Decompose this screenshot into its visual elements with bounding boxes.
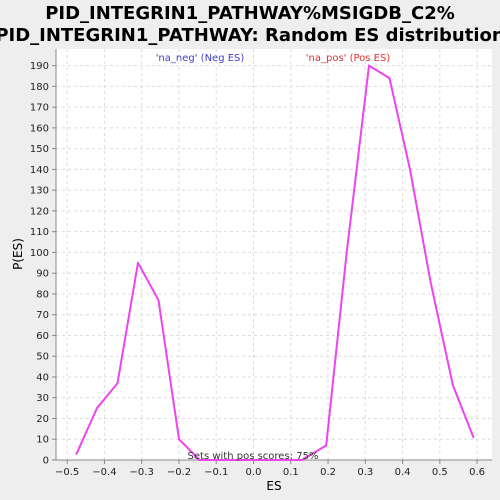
es-distribution-line bbox=[75, 64, 475, 461]
es-data-point bbox=[198, 459, 201, 461]
x-tick-label: 0.6 bbox=[469, 467, 485, 478]
x-tick-label: 0.5 bbox=[432, 467, 448, 478]
es-data-point bbox=[325, 444, 328, 447]
es-data-point bbox=[429, 280, 432, 283]
plot-area bbox=[56, 49, 492, 460]
x-tick-label: −0.3 bbox=[130, 467, 154, 478]
es-data-point bbox=[280, 459, 283, 461]
y-tick-label: 50 bbox=[36, 352, 49, 363]
y-tick-label: 160 bbox=[30, 123, 49, 134]
y-tick-label: 150 bbox=[30, 144, 49, 155]
es-data-point bbox=[345, 251, 348, 254]
tick-labels: 0 10 20 30 40 50 60 70 80 90 100 110 120 130 140 150 160… bbox=[30, 61, 485, 478]
y-tick-label: 0 bbox=[43, 456, 49, 467]
x-tick-label: 0.0 bbox=[246, 467, 262, 478]
y-tick-label: 180 bbox=[30, 82, 49, 93]
y-tick-label: 190 bbox=[30, 61, 49, 72]
x-tick-label: 0.1 bbox=[283, 467, 299, 478]
es-data-point bbox=[239, 459, 242, 461]
neg-es-label: 'na_neg' (Neg ES) bbox=[156, 53, 245, 64]
y-tick-label: 80 bbox=[36, 289, 49, 300]
x-tick-label: 0.2 bbox=[320, 467, 336, 478]
es-data-point bbox=[472, 436, 475, 439]
es-data-point bbox=[116, 382, 119, 385]
y-tick-label: 70 bbox=[36, 310, 49, 321]
y-tick-label: 110 bbox=[30, 227, 49, 238]
es-data-point bbox=[157, 299, 160, 302]
y-tick-label: 120 bbox=[30, 206, 49, 217]
series bbox=[75, 64, 475, 461]
y-tick-label: 60 bbox=[36, 331, 49, 342]
x-tick-label: −0.2 bbox=[167, 467, 191, 478]
chart-title-line2: PID_INTEGRIN1_PATHWAY: Random ES distrib… bbox=[0, 25, 500, 46]
es-data-point bbox=[300, 459, 303, 461]
es-data-point bbox=[259, 459, 262, 461]
es-data-point bbox=[75, 452, 78, 455]
chart-title-line1: PID_INTEGRIN1_PATHWAY%MSIGDB_C2% bbox=[45, 3, 455, 24]
es-data-point bbox=[218, 459, 221, 461]
y-tick-label: 10 bbox=[36, 435, 49, 446]
y-tick-label: 90 bbox=[36, 269, 49, 280]
es-data-point bbox=[451, 384, 454, 387]
y-axis-label: P(ES) bbox=[11, 238, 25, 270]
y-tick-label: 130 bbox=[30, 186, 49, 197]
y-tick-label: 140 bbox=[30, 165, 49, 176]
es-data-point bbox=[95, 407, 98, 410]
x-tick-label: 0.3 bbox=[357, 467, 373, 478]
es-data-point bbox=[368, 64, 371, 67]
x-tick-label: 0.4 bbox=[395, 467, 411, 478]
es-data-point bbox=[409, 168, 412, 171]
es-data-point bbox=[388, 77, 391, 80]
es-data-point bbox=[177, 438, 180, 441]
y-tick-label: 20 bbox=[36, 414, 49, 425]
x-tick-label: −0.1 bbox=[204, 467, 228, 478]
y-tick-label: 170 bbox=[30, 103, 49, 114]
pos-es-label: 'na_pos' (Pos ES) bbox=[306, 53, 391, 64]
x-tick-label: −0.4 bbox=[92, 467, 116, 478]
x-axis-label: ES bbox=[266, 479, 281, 493]
grid bbox=[56, 49, 492, 460]
pos-scores-footer: Sets with pos scores: 75% bbox=[188, 451, 319, 462]
x-tick-label: −0.5 bbox=[55, 467, 79, 478]
y-tick-label: 40 bbox=[36, 372, 49, 383]
y-tick-label: 100 bbox=[30, 248, 49, 259]
es-data-point bbox=[136, 261, 139, 264]
y-tick-label: 30 bbox=[36, 393, 49, 404]
